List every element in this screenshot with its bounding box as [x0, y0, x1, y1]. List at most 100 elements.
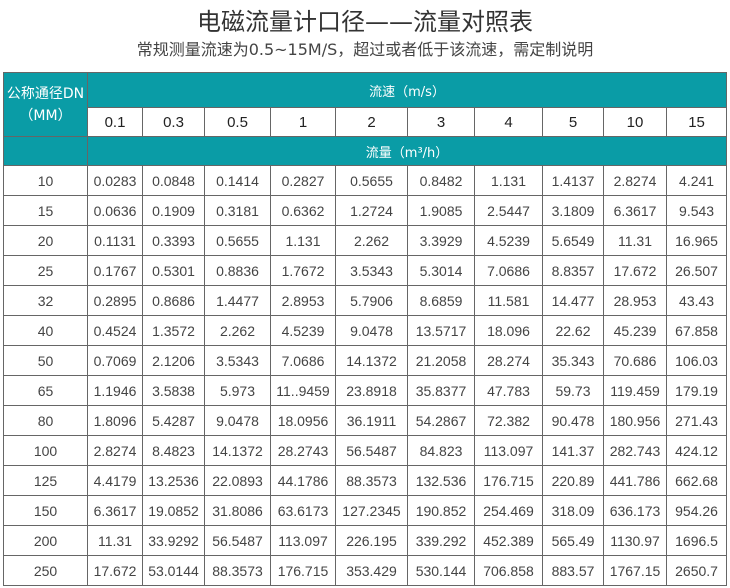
flow-cell: 36.1911: [335, 405, 408, 436]
flow-cell: 2.8274: [87, 435, 143, 466]
flow-cell: 84.823: [407, 435, 475, 466]
flow-cell: 3.1809: [542, 195, 604, 226]
flow-cell: 45.239: [603, 315, 667, 346]
flow-cell: 14.1372: [204, 435, 271, 466]
flow-cell: 22.62: [542, 315, 604, 346]
flow-cell: 636.173: [603, 495, 667, 526]
flow-cell: 6.3617: [87, 495, 143, 526]
flow-cell: 35.343: [542, 345, 604, 376]
flow-cell: 56.5487: [335, 435, 408, 466]
flow-cell: 662.68: [665, 465, 728, 496]
table-row: 150 6.3617 19.0852 31.8086 63.6173 127.2345 19…: [3, 495, 728, 526]
dn-cell: 80: [3, 405, 88, 436]
flow-cell: 56.5487: [204, 525, 271, 556]
flow-cell: 0.1414: [204, 165, 271, 196]
flow-cell: 179.19: [665, 375, 728, 406]
flow-cell: 8.6859: [407, 285, 475, 316]
flow-cell: 353.429: [335, 555, 408, 586]
flow-cell: 3.5838: [142, 375, 205, 406]
table-row: 250 17.672 53.0144 88.3573 176.715 353.429 530…: [3, 555, 728, 586]
table-row: 50 0.7069 2.1206 3.5343 7.0686 14.1372 21.2058…: [3, 345, 728, 376]
flow-cell: 565.49: [542, 525, 604, 556]
dn-cell: 50: [3, 345, 88, 376]
table-body: 10 0.0283 0.0848 0.1414 0.2827 0.5655 0.8482 1.…: [3, 165, 728, 586]
flow-cell: 19.0852: [142, 495, 205, 526]
flow-cell: 47.783: [474, 375, 543, 406]
table-row: 80 1.8096 5.4287 9.0478 18.0956 36.1911 54.286…: [3, 405, 728, 436]
flow-cell: 254.469: [474, 495, 543, 526]
flow-cell: 3.5343: [335, 255, 408, 286]
dn-cell: 125: [3, 465, 88, 496]
flow-cell: 2.262: [204, 315, 271, 346]
flow-cell: 8.8357: [542, 255, 604, 286]
flow-cell: 0.8686: [142, 285, 205, 316]
flow-cell: 220.89: [542, 465, 604, 496]
flow-cell: 0.7069: [87, 345, 143, 376]
flow-cell: 67.858: [665, 315, 728, 346]
table-row: 15 0.0636 0.1909 0.3181 0.6362 1.2724 1.9085 2.…: [3, 195, 728, 226]
flow-cell: 0.5655: [204, 225, 271, 256]
flow-cell: 2.8274: [603, 165, 667, 196]
table-row: 100 2.8274 8.4823 14.1372 28.2743 56.5487 84.8…: [3, 435, 728, 466]
flow-cell: 141.37: [542, 435, 604, 466]
flow-cell: 1130.97: [603, 525, 667, 556]
flow-cell: 13.5717: [407, 315, 475, 346]
table-row: 200 11.31 33.9292 56.5487 113.097 226.195 339.…: [3, 525, 728, 556]
flow-cell: 0.2895: [87, 285, 143, 316]
flow-cell: 0.5655: [335, 165, 408, 196]
flow-cell: 1.3572: [142, 315, 205, 346]
flow-cell: 31.8086: [204, 495, 271, 526]
flow-cell: 16.965: [665, 225, 728, 256]
flow-cell: 119.459: [603, 375, 667, 406]
flow-cell: 9.0478: [204, 405, 271, 436]
flow-cell: 4.241: [665, 165, 728, 196]
flow-cell: 28.953: [603, 285, 667, 316]
table-row: 25 0.1767 0.5301 0.8836 1.7672 3.5343 5.3014 7.…: [3, 255, 728, 286]
flow-cell: 0.6362: [270, 195, 336, 226]
flow-cell: 0.4524: [87, 315, 143, 346]
velocity-row: 0.1 0.3 0.5 1 2 3 4 5 10 15: [4, 107, 728, 137]
table-row: 20 0.1131 0.3393 0.5655 1.131 2.262 3.3929 4.52…: [3, 225, 728, 256]
flow-cell: 1.2724: [335, 195, 408, 226]
flow-cell: 90.478: [542, 405, 604, 436]
dn-cell: 40: [3, 315, 88, 346]
dn-cell: 150: [3, 495, 88, 526]
flow-cell: 5.3014: [407, 255, 475, 286]
flow-cell: 13.2536: [142, 465, 205, 496]
flow-cell: 88.3573: [335, 465, 408, 496]
flow-header: 流量（m³/h）: [86, 136, 728, 166]
flow-cell: 452.389: [474, 525, 543, 556]
flow-cell: 3.3929: [407, 225, 475, 256]
flow-cell: 2.262: [335, 225, 408, 256]
table-row: 32 0.2895 0.8686 1.4477 2.8953 5.7906 8.6859 11…: [3, 285, 728, 316]
flow-cell: 1696.5: [665, 525, 728, 556]
flow-cell: 43.43: [665, 285, 728, 316]
flow-cell: 176.715: [270, 555, 336, 586]
flow-cell: 271.43: [665, 405, 728, 436]
flow-cell: 70.686: [603, 345, 667, 376]
flow-cell: 1.7672: [270, 255, 336, 286]
flow-cell: 0.8482: [407, 165, 475, 196]
flow-cell: 11..9459: [270, 375, 336, 406]
flow-cell: 17.672: [603, 255, 667, 286]
flow-cell: 5.4287: [142, 405, 205, 436]
flow-cell: 0.5301: [142, 255, 205, 286]
flow-cell: 113.097: [474, 435, 543, 466]
flow-cell: 53.0144: [142, 555, 205, 586]
flow-cell: 0.0848: [142, 165, 205, 196]
flow-cell: 3.5343: [204, 345, 271, 376]
flow-cell: 44.1786: [270, 465, 336, 496]
velocity-cell: 0.5: [204, 107, 271, 137]
flow-header-blank: [3, 136, 88, 166]
velocity-cell: 5: [542, 107, 604, 137]
table-row: 10 0.0283 0.0848 0.1414 0.2827 0.5655 0.8482 1.…: [3, 165, 728, 196]
table-row: 40 0.4524 1.3572 2.262 4.5239 9.0478 13.5717 18…: [3, 315, 728, 346]
velocity-cell: 0.1: [87, 107, 143, 137]
dn-cell: 100: [3, 435, 88, 466]
flow-cell: 2.1206: [142, 345, 205, 376]
velocity-cell: 2: [335, 107, 408, 137]
flow-cell: 706.858: [474, 555, 543, 586]
flow-cell: 2650.7: [665, 555, 728, 586]
flow-cell: 23.8918: [335, 375, 408, 406]
flow-cell: 1.8096: [87, 405, 143, 436]
